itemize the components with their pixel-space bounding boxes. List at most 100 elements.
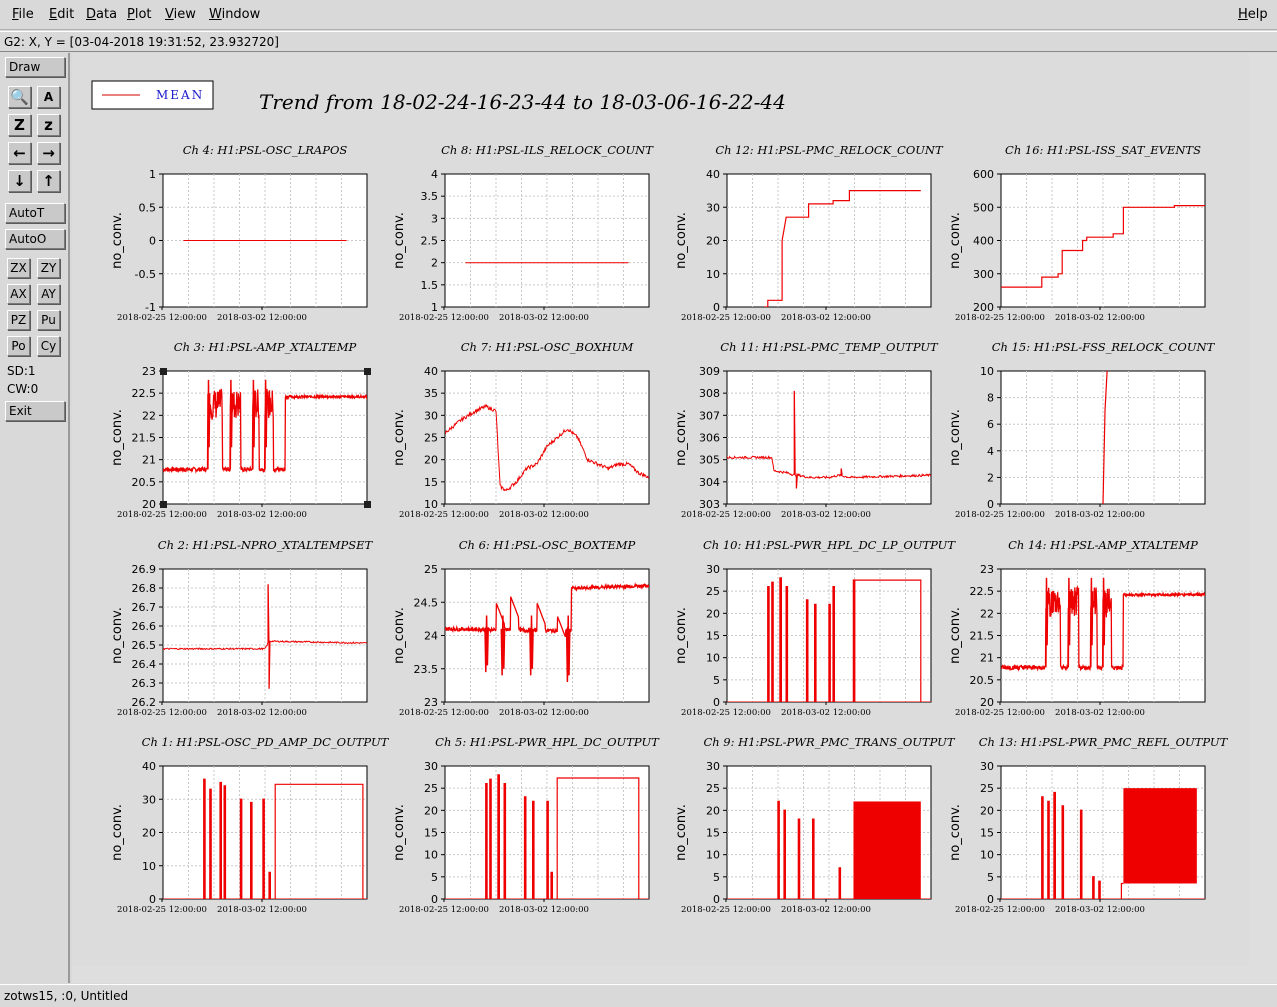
pulse-bar — [546, 800, 549, 899]
x-tick-label: 2018-02-25 12:00:00 — [955, 905, 1045, 915]
cy-button[interactable]: Cy — [37, 336, 60, 356]
exit-button[interactable]: Exit — [5, 401, 65, 421]
zoom-z-small-icon[interactable]: z — [37, 114, 60, 136]
y-axis-label: no_conv. — [392, 804, 407, 861]
mean-series-line — [1102, 371, 1108, 504]
menu-view[interactable]: View — [165, 7, 196, 22]
mean-series-line — [445, 403, 649, 492]
x-tick-label: 2018-03-02 12:00:00 — [499, 510, 589, 520]
y-tick-label: 300 — [973, 268, 994, 281]
arrow-left-icon[interactable]: ← — [8, 142, 31, 164]
menu-window[interactable]: Window — [209, 7, 261, 22]
y-tick-label: 0 — [987, 498, 994, 511]
y-tick-label: 10 — [142, 860, 156, 873]
y-tick-label: 26.3 — [132, 677, 157, 690]
plot-title: Ch 6: H1:PSL-OSC_BOXTEMP — [459, 538, 636, 552]
dense-oscillation-block — [853, 801, 921, 899]
x-tick-label: 2018-03-02 12:00:00 — [217, 510, 307, 520]
y-tick-label: 400 — [973, 235, 994, 248]
pulse-bar — [771, 581, 774, 702]
menu-edit[interactable]: Edit — [49, 7, 75, 22]
plot-panel-5: Ch 3: H1:PSL-AMP_XTALTEMP 20 20.5 21 21.5 22 2… — [110, 340, 371, 520]
po-button[interactable]: Po — [7, 336, 30, 356]
autoo-button[interactable]: AutoO — [5, 229, 65, 249]
y-axis-label: no_conv. — [392, 607, 407, 664]
coordinate-readout-bar: G2: X, Y = [03-04-2018 19:31:52, 23.9327… — [0, 31, 1277, 52]
y-axis-label: no_conv. — [948, 607, 963, 664]
pulse-bar — [838, 867, 842, 899]
y-tick-label: 23 — [980, 563, 994, 576]
y-axis-label: no_conv. — [674, 212, 689, 269]
spike-mark — [267, 584, 270, 644]
plot-panel-13: Ch 1: H1:PSL-OSC_PD_AMP_DC_OUTPUT 0 10 20 30… — [110, 735, 390, 915]
menu-help[interactable]: Help — [1238, 7, 1268, 22]
plot-panel-11: Ch 10: H1:PSL-PWR_HPL_DC_LP_OUTPUT 0 5 10 15… — [674, 538, 956, 718]
arrow-right-icon[interactable]: → — [37, 142, 60, 164]
pulse-bar — [203, 778, 206, 899]
zy-button[interactable]: ZY — [37, 258, 60, 278]
magnifier-icon[interactable]: 🔍 — [8, 86, 31, 108]
series-group — [445, 774, 649, 899]
y-tick-label: 20 — [142, 498, 156, 511]
ay-button[interactable]: AY — [37, 284, 60, 304]
plot-panel-2: Ch 8: H1:PSL-ILS_RELOCK_COUNT 1 1.5 2 2.5 3 3.… — [392, 143, 654, 323]
plot-panel-14: Ch 5: H1:PSL-PWR_HPL_DC_OUTPUT 0 5 10 15 20 25… — [392, 735, 660, 915]
x-tick-label: 2018-03-02 12:00:00 — [499, 905, 589, 915]
x-tick-label: 2018-03-02 12:00:00 — [1055, 313, 1145, 323]
y-tick-label: 5 — [987, 871, 994, 884]
selection-handle — [160, 368, 167, 375]
y-tick-label: 30 — [706, 563, 720, 576]
y-tick-label: 2.5 — [421, 235, 439, 248]
y-tick-label: 30 — [424, 409, 438, 422]
x-tick-label: 2018-02-25 12:00:00 — [955, 510, 1045, 520]
x-tick-label: 2018-02-25 12:00:00 — [681, 313, 771, 323]
x-tick-label: 2018-02-25 12:00:00 — [955, 313, 1045, 323]
y-tick-label: 15 — [424, 827, 438, 840]
y-tick-label: 15 — [706, 630, 720, 643]
y-tick-label: 40 — [706, 168, 720, 181]
menu-file[interactable]: File — [12, 7, 34, 22]
y-tick-label: 5 — [713, 674, 720, 687]
pz-button[interactable]: PZ — [7, 310, 30, 330]
plot-grid: Ch 4: H1:PSL-OSC_LRAPOS-1-0.500.512018-0… — [110, 143, 1229, 915]
y-tick-label: 20 — [424, 454, 438, 467]
y-tick-label: 25 — [706, 585, 720, 598]
menu-data[interactable]: Data — [86, 7, 118, 22]
mean-series-line — [445, 582, 649, 638]
pu-button[interactable]: Pu — [37, 310, 60, 330]
text-tool-icon[interactable]: A — [37, 86, 60, 108]
zx-button[interactable]: ZX — [7, 258, 30, 278]
x-tick-label: 2018-03-02 12:00:00 — [217, 708, 307, 718]
plots-svg[interactable]: MEAN Trend from 18-02-24-16-23-44 to 18-… — [72, 53, 1249, 965]
y-tick-label: 10 — [980, 365, 994, 378]
y-tick-label: 0.5 — [139, 201, 157, 214]
ax-button[interactable]: AX — [7, 284, 30, 304]
y-tick-label: 24.5 — [414, 596, 439, 609]
x-tick-label: 2018-03-02 12:00:00 — [217, 313, 307, 323]
plot-title: Ch 13: H1:PSL-PWR_PMC_REFL_OUTPUT — [979, 735, 1229, 749]
y-tick-label: 0 — [431, 893, 438, 906]
plot-title: Ch 7: H1:PSL-OSC_BOXHUM — [461, 340, 635, 354]
status-text: zotws15, :0, Untitled — [4, 989, 129, 1003]
draw-button[interactable]: Draw — [5, 57, 65, 77]
plot-canvas[interactable]: MEAN Trend from 18-02-24-16-23-44 to 18-… — [72, 53, 1249, 965]
y-tick-label: 21 — [980, 652, 994, 665]
x-tick-label: 2018-02-25 12:00:00 — [681, 510, 771, 520]
menu-bar: File Edit Data Plot View Window Help — [0, 0, 1277, 30]
arrow-up-icon[interactable]: ↑ — [37, 170, 60, 192]
y-tick-label: 23 — [424, 696, 438, 709]
y-tick-label: 30 — [706, 760, 720, 773]
y-tick-label: 10 — [424, 849, 438, 862]
y-tick-label: 0 — [713, 893, 720, 906]
menu-plot[interactable]: Plot — [127, 7, 152, 22]
autot-button[interactable]: AutoT — [5, 203, 65, 223]
plot-title: Ch 16: H1:PSL-ISS_SAT_EVENTS — [1005, 143, 1201, 157]
x-tick-label: 2018-03-02 12:00:00 — [1055, 510, 1145, 520]
pulse-bar — [785, 586, 789, 702]
zoom-z-icon[interactable]: Z — [8, 114, 31, 136]
x-tick-label: 2018-02-25 12:00:00 — [399, 313, 489, 323]
arrow-down-icon[interactable]: ↓ — [8, 170, 31, 192]
spike-mark — [795, 476, 798, 489]
y-tick-label: 22 — [142, 409, 156, 422]
plot-title: Ch 3: H1:PSL-AMP_XTALTEMP — [174, 340, 357, 354]
